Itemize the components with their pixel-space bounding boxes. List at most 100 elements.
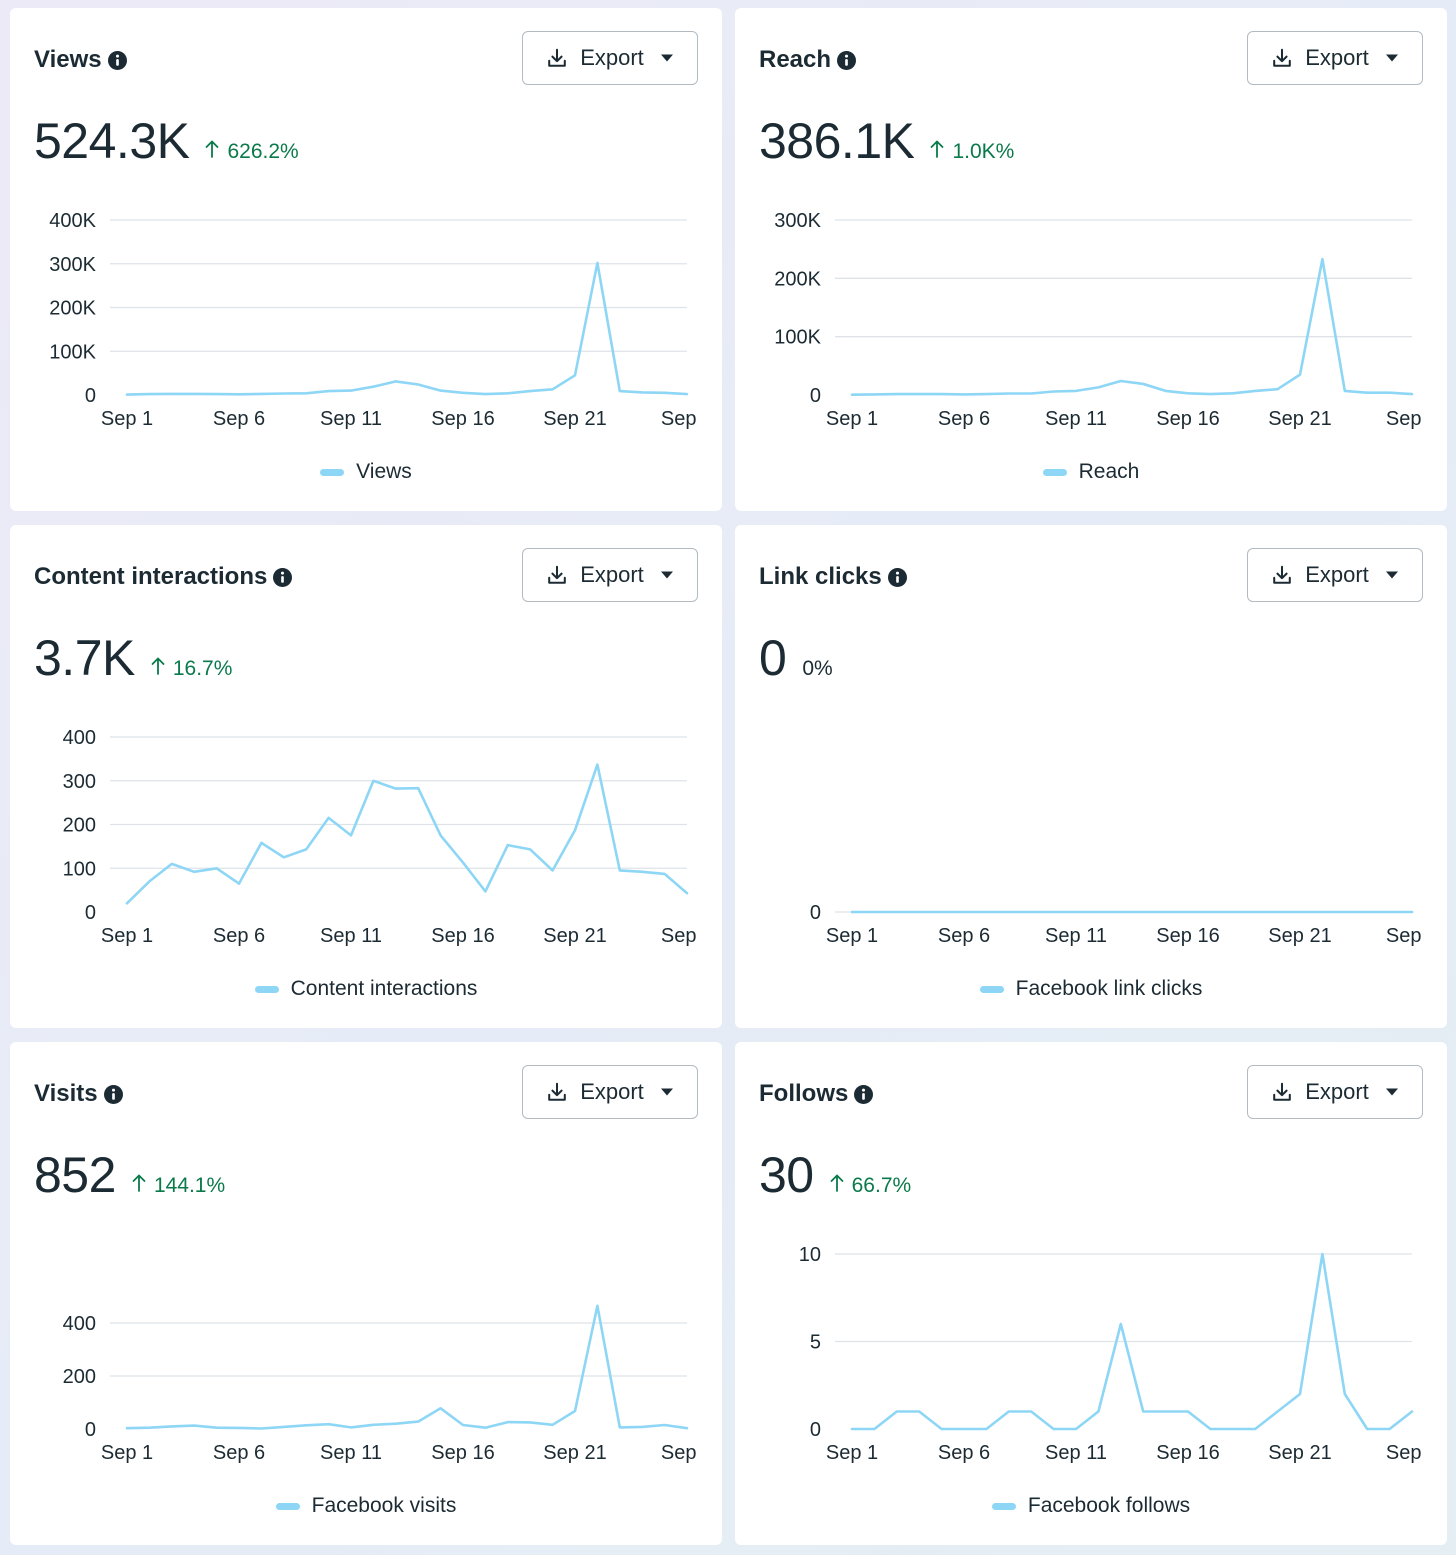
data-point[interactable] (1049, 907, 1059, 917)
data-point[interactable] (892, 389, 902, 399)
series-line[interactable] (125, 763, 689, 905)
views-export-button[interactable]: Export (522, 31, 698, 85)
data-point[interactable] (436, 1403, 446, 1413)
info-icon[interactable] (107, 50, 127, 70)
data-point[interactable] (869, 1424, 879, 1434)
data-point[interactable] (144, 876, 154, 886)
data-point[interactable] (869, 907, 879, 917)
data-point[interactable] (637, 1422, 647, 1432)
data-point[interactable] (892, 1407, 902, 1417)
data-point[interactable] (1004, 389, 1014, 399)
data-point[interactable] (892, 907, 902, 917)
data-point[interactable] (1004, 907, 1014, 917)
data-point[interactable] (1161, 907, 1171, 917)
data-point[interactable] (1049, 387, 1059, 397)
data-point[interactable] (615, 1422, 625, 1432)
data-point[interactable] (525, 1417, 535, 1427)
data-point[interactable] (1205, 389, 1215, 399)
data-point[interactable] (981, 907, 991, 917)
data-point[interactable] (1026, 389, 1036, 399)
data-point[interactable] (503, 388, 513, 398)
data-point[interactable] (1228, 388, 1238, 398)
data-point[interactable] (436, 830, 446, 840)
data-point[interactable] (1317, 907, 1327, 917)
data-point[interactable] (279, 1422, 289, 1432)
data-point[interactable] (548, 865, 558, 875)
series-line[interactable] (125, 261, 689, 396)
data-point[interactable] (1138, 379, 1148, 389)
data-point[interactable] (1049, 1424, 1059, 1434)
data-point[interactable] (301, 844, 311, 854)
info-icon[interactable] (854, 1084, 874, 1104)
data-point[interactable] (660, 1420, 670, 1430)
data-point[interactable] (324, 1419, 334, 1429)
data-point[interactable] (1093, 1407, 1103, 1417)
data-point[interactable] (570, 1406, 580, 1416)
data-point[interactable] (1295, 1389, 1305, 1399)
data-point[interactable] (413, 783, 423, 793)
data-point[interactable] (391, 1419, 401, 1429)
data-point[interactable] (1116, 907, 1126, 917)
content-interactions-legend[interactable]: Content interactions (10, 977, 722, 1001)
data-point[interactable] (1273, 1407, 1283, 1417)
data-point[interactable] (1228, 907, 1238, 917)
data-point[interactable] (959, 389, 969, 399)
data-point[interactable] (167, 859, 177, 869)
reach-export-button[interactable]: Export (1247, 31, 1423, 85)
data-point[interactable] (503, 840, 513, 850)
data-point[interactable] (914, 1407, 924, 1417)
data-point[interactable] (1093, 907, 1103, 917)
reach-legend[interactable]: Reach (735, 460, 1447, 484)
visits-legend[interactable]: Facebook visits (10, 1494, 722, 1518)
data-point[interactable] (1340, 1389, 1350, 1399)
data-point[interactable] (1116, 376, 1126, 386)
data-point[interactable] (1273, 384, 1283, 394)
data-point[interactable] (1407, 389, 1417, 399)
data-point[interactable] (592, 258, 602, 268)
data-point[interactable] (1026, 907, 1036, 917)
data-point[interactable] (637, 387, 647, 397)
data-point[interactable] (413, 1417, 423, 1427)
data-point[interactable] (324, 813, 334, 823)
data-point[interactable] (144, 1423, 154, 1433)
data-point[interactable] (346, 386, 356, 396)
link-clicks-legend[interactable]: Facebook link clicks (735, 977, 1447, 1001)
data-point[interactable] (592, 1301, 602, 1311)
data-point[interactable] (1161, 386, 1171, 396)
data-point[interactable] (189, 1421, 199, 1431)
data-point[interactable] (847, 1424, 857, 1434)
data-point[interactable] (368, 776, 378, 786)
data-point[interactable] (1385, 388, 1395, 398)
data-point[interactable] (525, 844, 535, 854)
data-point[interactable] (391, 376, 401, 386)
data-point[interactable] (1340, 386, 1350, 396)
data-point[interactable] (682, 1423, 692, 1433)
data-point[interactable] (615, 386, 625, 396)
data-point[interactable] (167, 1421, 177, 1431)
data-point[interactable] (847, 907, 857, 917)
data-point[interactable] (1385, 1424, 1395, 1434)
content-interactions-export-button[interactable]: Export (522, 548, 698, 602)
data-point[interactable] (1362, 1424, 1372, 1434)
data-point[interactable] (682, 888, 692, 898)
data-point[interactable] (480, 886, 490, 896)
data-point[interactable] (122, 390, 132, 400)
data-point[interactable] (914, 907, 924, 917)
data-point[interactable] (1116, 1319, 1126, 1329)
views-legend[interactable]: Views (10, 460, 722, 484)
data-point[interactable] (959, 1424, 969, 1434)
data-point[interactable] (1071, 386, 1081, 396)
data-point[interactable] (212, 389, 222, 399)
data-point[interactable] (480, 1423, 490, 1433)
data-point[interactable] (122, 1423, 132, 1433)
data-point[interactable] (1407, 907, 1417, 917)
data-point[interactable] (1071, 907, 1081, 917)
data-point[interactable] (346, 1422, 356, 1432)
data-point[interactable] (234, 1423, 244, 1433)
data-point[interactable] (279, 852, 289, 862)
data-point[interactable] (847, 390, 857, 400)
data-point[interactable] (570, 370, 580, 380)
data-point[interactable] (1317, 1249, 1327, 1259)
data-point[interactable] (458, 858, 468, 868)
data-point[interactable] (1407, 1407, 1417, 1417)
